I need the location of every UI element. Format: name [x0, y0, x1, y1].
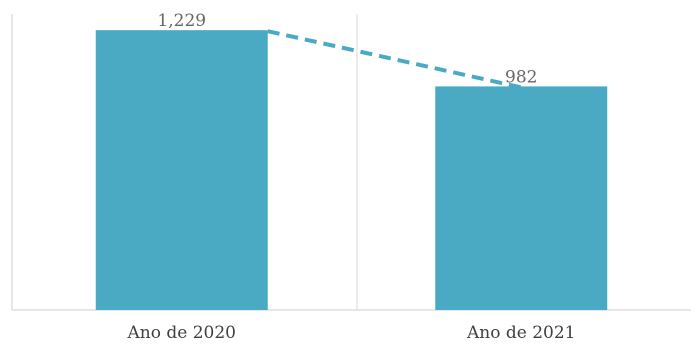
x-tick-label-1: Ano de 2020: [127, 323, 236, 343]
data-label-1: 1,229: [157, 11, 206, 31]
bar-2: [435, 86, 608, 310]
trend-line: [267, 29, 522, 90]
bars-layer: [95, 29, 608, 311]
bar-1: [95, 30, 268, 311]
x-tick-label-2: Ano de 2021: [466, 323, 575, 343]
labels-layer: 1,229 Ano de 2020 982 Ano de 2021: [127, 11, 576, 343]
data-label-2: 982: [505, 67, 537, 87]
